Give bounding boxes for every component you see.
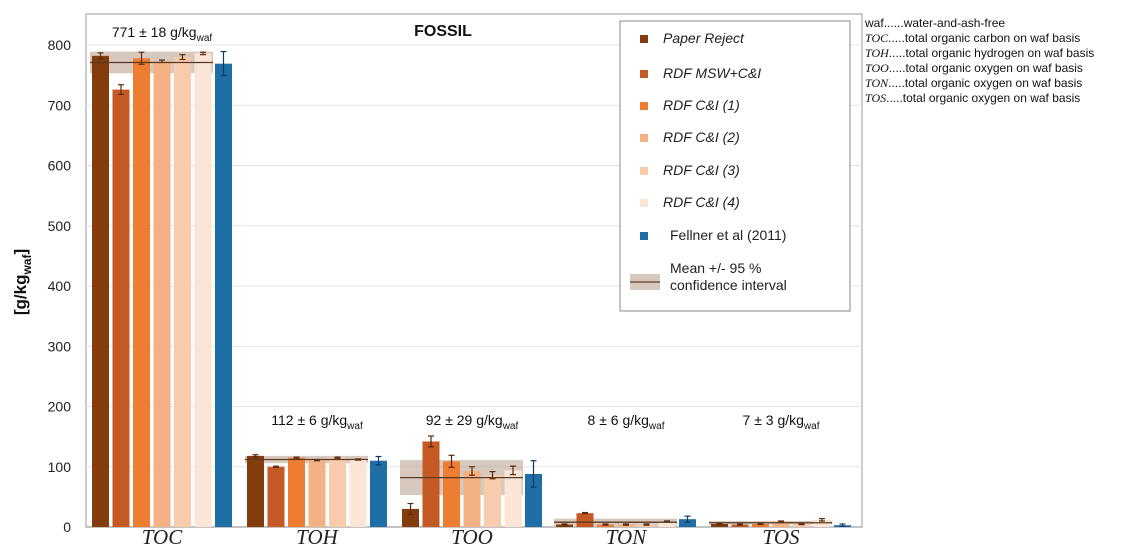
legend-ci-label: Mean +/- 95 % confidence interval (670, 260, 787, 293)
y-tick-label: 300 (48, 338, 72, 354)
bar (153, 61, 171, 528)
chart-title: FOSSIL (414, 23, 472, 40)
x-category-label: TON (606, 525, 647, 549)
y-axis-label: [g/kgwaf] (11, 249, 34, 315)
mean-annotation: 8 ± 6 g/kgwaf (588, 412, 665, 432)
bar (597, 524, 614, 527)
legend-swatch (640, 232, 648, 240)
x-category-label: TOO (451, 525, 493, 549)
mean-annotation: 92 ± 29 g/kgwaf (426, 412, 519, 432)
bar (772, 521, 790, 527)
bar (370, 460, 387, 527)
bar (731, 524, 749, 527)
legend-label: Paper Reject (663, 30, 745, 46)
mean-annotation: 7 ± 3 g/kgwaf (743, 412, 820, 432)
bar (215, 63, 232, 528)
bar (422, 441, 440, 527)
y-tick-label: 200 (48, 399, 72, 415)
abbreviation-note: TON.....total organic oxygen on waf basi… (865, 76, 1082, 90)
legend-label: RDF C&I (4) (663, 194, 740, 210)
bar (308, 460, 326, 527)
bar (443, 461, 460, 527)
bar (133, 58, 150, 527)
bar (463, 470, 481, 527)
y-tick-label: 100 (48, 459, 72, 475)
legend-swatch (640, 102, 648, 110)
bar (247, 455, 264, 527)
legend-swatch (640, 167, 648, 175)
legend-label: RDF C&I (3) (663, 162, 740, 178)
bar (402, 508, 419, 527)
bar (329, 457, 346, 527)
bar (752, 523, 769, 527)
y-tick-label: 700 (48, 97, 72, 113)
abbreviation-note: waf......water-and-ash-free (864, 16, 1005, 30)
abbreviation-note: TOO.....total organic oxygen on waf basi… (865, 61, 1083, 75)
bar (174, 57, 191, 528)
legend-swatch (640, 134, 648, 142)
abbreviation-note: TOH.....total organic hydrogen on waf ba… (865, 46, 1094, 60)
bar (267, 466, 285, 527)
x-category-label: TOS (763, 525, 800, 549)
bar (194, 53, 212, 528)
legend-label: RDF C&I (1) (663, 97, 740, 113)
bar (525, 473, 542, 527)
mean-annotation: 112 ± 6 g/kgwaf (271, 412, 363, 432)
y-tick-label: 600 (48, 158, 72, 174)
abbreviation-note: TOC.....total organic carbon on waf basi… (865, 31, 1080, 45)
bar (658, 521, 676, 527)
bar (288, 457, 305, 527)
y-tick-label: 400 (48, 278, 72, 294)
legend-label: RDF MSW+C&I (663, 65, 761, 81)
mean-annotation: 771 ± 18 g/kgwaf (112, 24, 213, 44)
bar (617, 524, 635, 527)
bar (679, 519, 696, 527)
bar (349, 459, 367, 527)
x-category-label: TOC (142, 525, 183, 549)
bar (556, 524, 573, 527)
bar (638, 524, 655, 527)
bar (112, 89, 130, 528)
y-tick-label: 0 (63, 519, 71, 535)
bar (711, 523, 728, 527)
bar (576, 513, 594, 527)
legend-swatch (640, 199, 648, 207)
legend-box (619, 20, 851, 312)
legend-label: Fellner et al (2011) (670, 227, 786, 243)
legend-label: RDF C&I (2) (663, 129, 740, 145)
y-tick-label: 500 (48, 218, 72, 234)
legend-swatch (640, 35, 648, 43)
x-category-label: TOH (296, 525, 339, 549)
bar (484, 475, 501, 527)
abbreviation-note: TOS.....total organic oxygen on waf basi… (865, 91, 1080, 105)
legend-swatch (640, 70, 648, 78)
bar (793, 523, 810, 527)
y-tick-label: 800 (48, 37, 72, 53)
bar (92, 55, 109, 527)
bar (504, 470, 522, 527)
